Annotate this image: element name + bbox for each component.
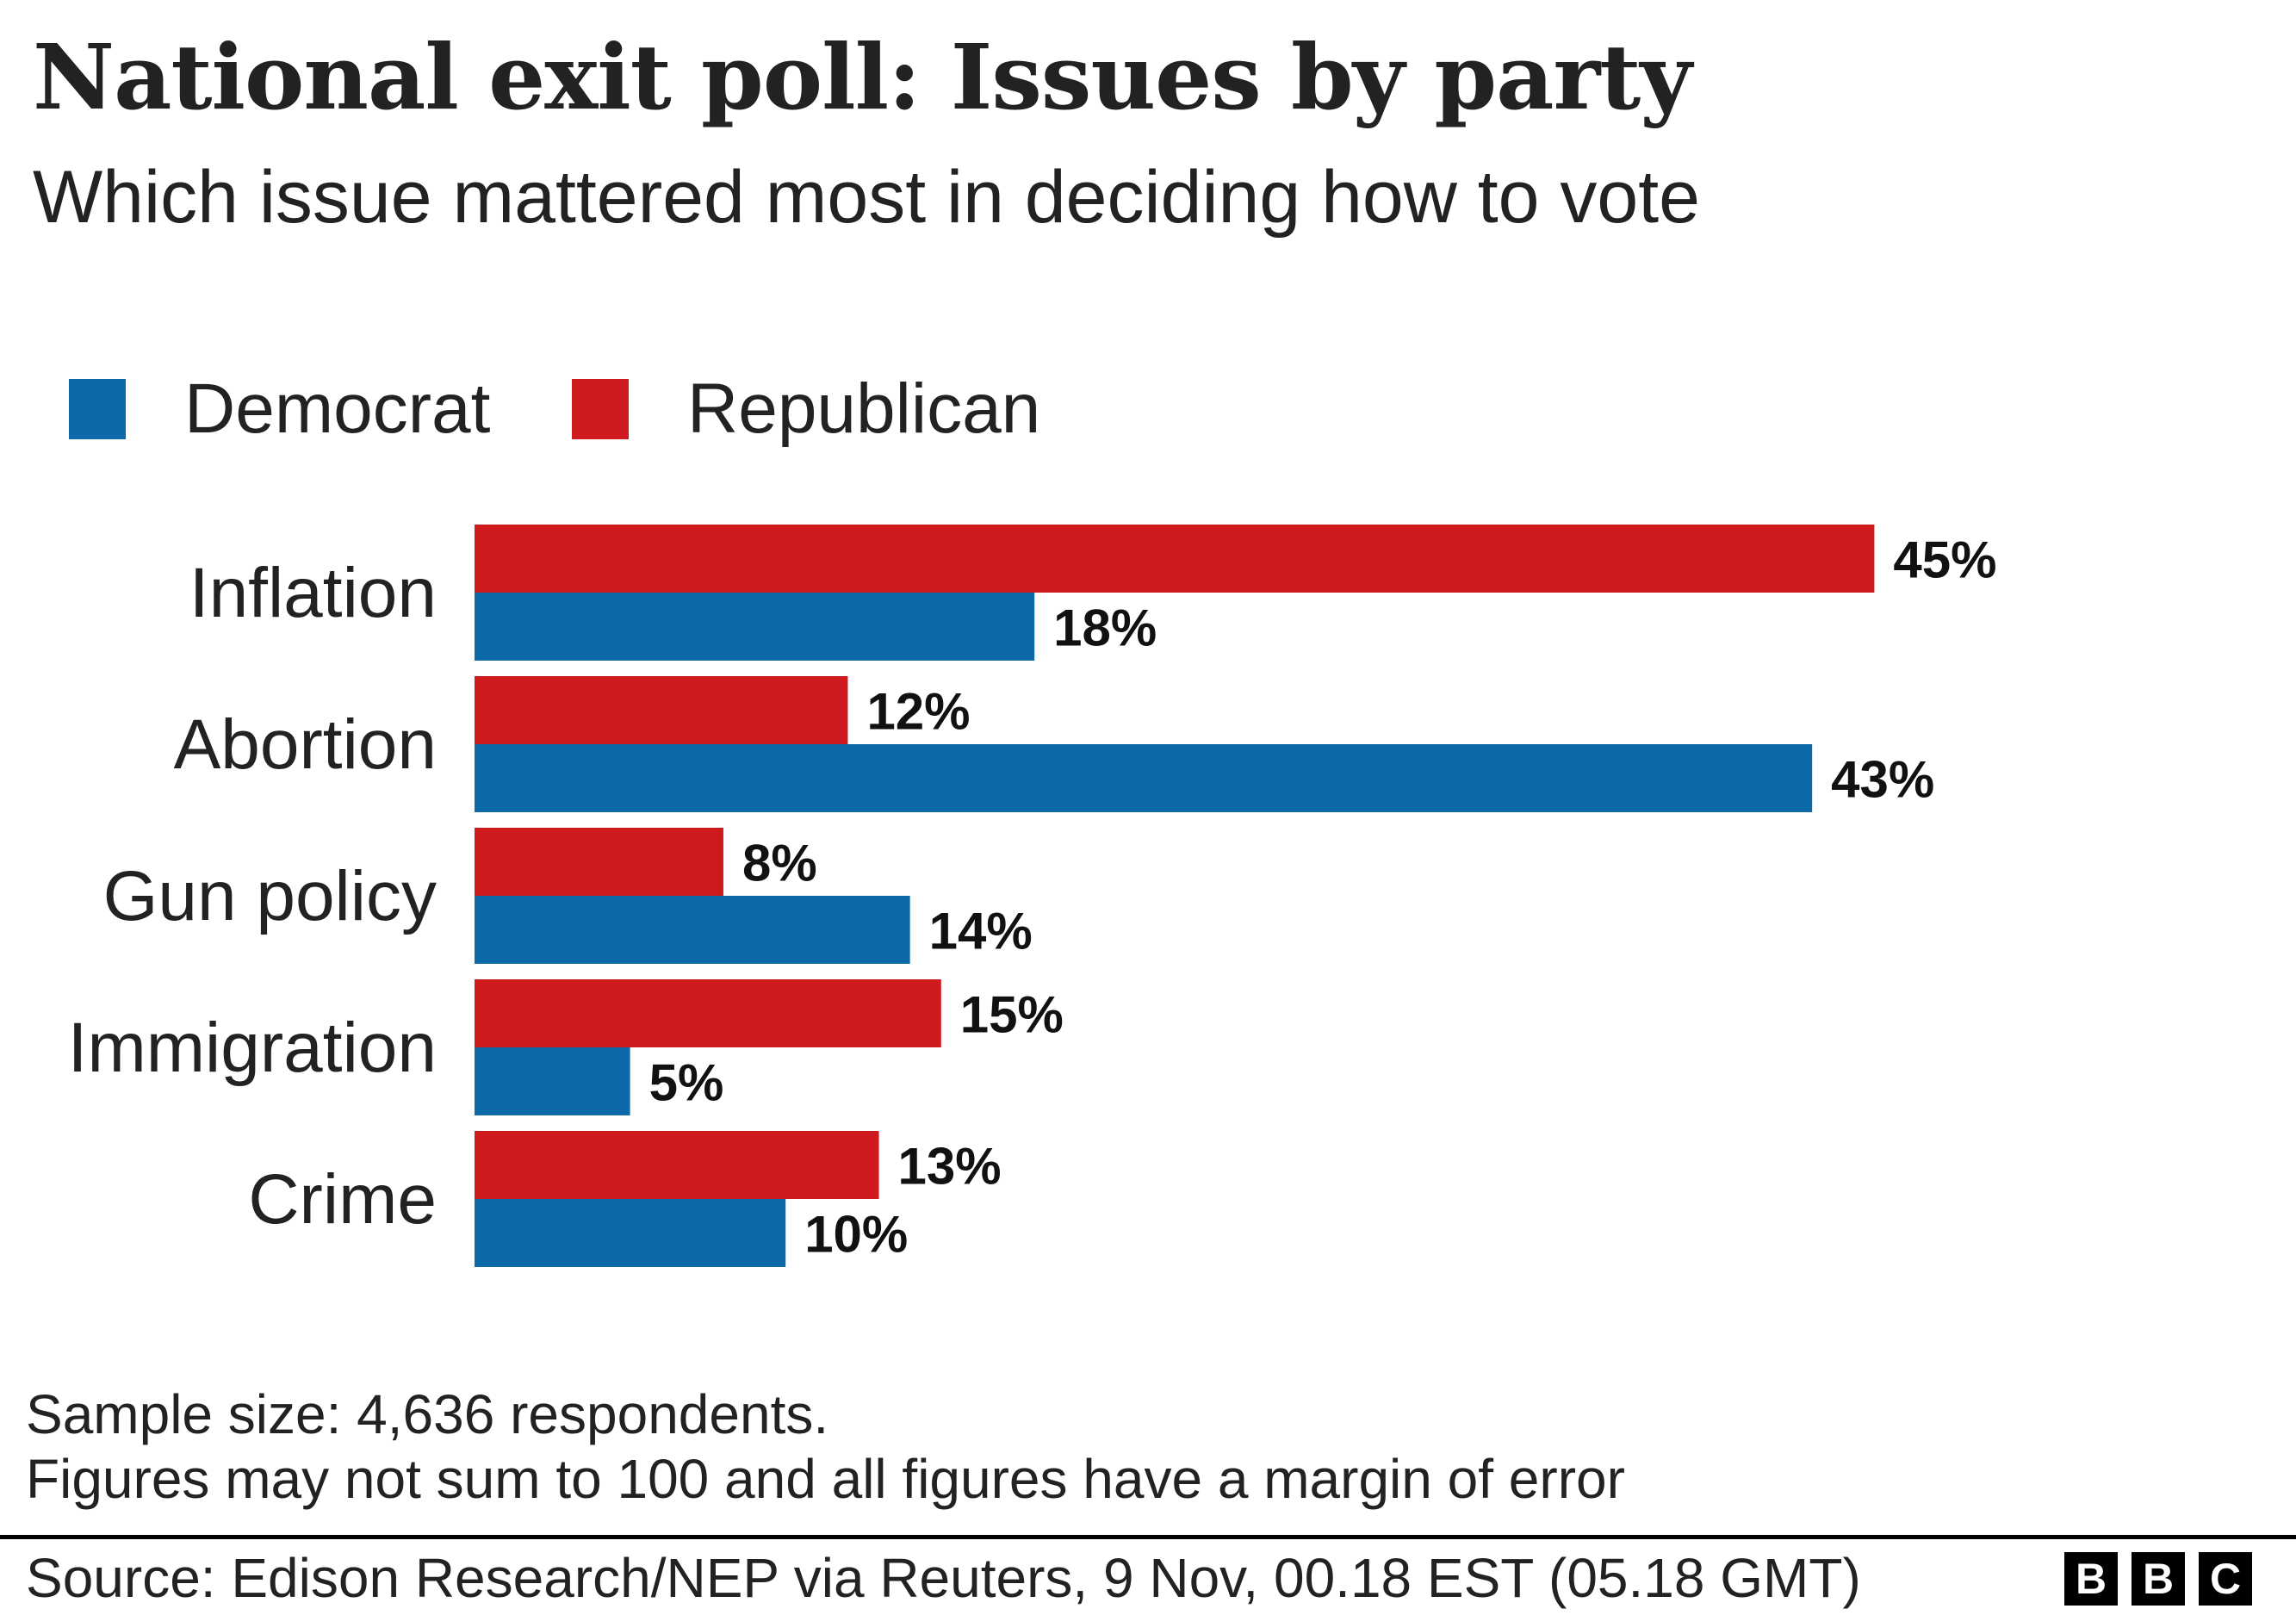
bbc-logo: B B C <box>2064 1552 2252 1606</box>
data-label: 14% <box>929 903 1033 960</box>
data-label: 5% <box>649 1054 724 1112</box>
data-label: 8% <box>742 835 817 892</box>
category-label: Gun policy <box>103 857 437 935</box>
data-label: 18% <box>1053 599 1157 657</box>
bar-chart: Inflation 45% 18% Abortion 12% 43% Gun policy 8… <box>68 525 1996 1267</box>
data-label: 45% <box>1893 531 1996 589</box>
note-sample-size: Sample size: 4,636 respondents. <box>26 1383 829 1445</box>
logo-letter: C <box>2199 1552 2252 1606</box>
data-label: 43% <box>1831 751 1934 809</box>
category-label: Abortion <box>174 705 437 784</box>
bar-republican <box>475 1131 879 1199</box>
bar-democrat <box>475 593 1035 661</box>
note-margin-of-error: Figures may not sum to 100 and all figur… <box>26 1448 1625 1510</box>
divider <box>0 1535 2296 1539</box>
legend-swatch-republican <box>572 379 629 439</box>
legend-swatch-democrat <box>69 379 126 439</box>
bar-republican <box>475 979 941 1047</box>
category-label: Crime <box>248 1160 437 1239</box>
category-label: Immigration <box>68 1009 437 1087</box>
logo-letter: B <box>2064 1552 2118 1606</box>
category-label: Inflation <box>189 554 437 632</box>
bar-democrat <box>475 744 1813 812</box>
chart-subtitle: Which issue mattered most in deciding ho… <box>33 156 1700 239</box>
bar-democrat <box>475 1199 786 1267</box>
data-label: 10% <box>804 1206 908 1264</box>
legend-label-democrat: Democrat <box>184 370 491 448</box>
bar-democrat <box>475 896 910 964</box>
data-label: 12% <box>866 683 970 741</box>
data-label: 13% <box>898 1138 1002 1196</box>
bar-republican <box>475 525 1875 593</box>
data-label: 15% <box>960 986 1064 1044</box>
bar-republican <box>475 828 723 896</box>
source-text: Source: Edison Research/NEP via Reuters,… <box>26 1547 1861 1609</box>
logo-letter: B <box>2132 1552 2185 1606</box>
bar-republican <box>475 676 848 744</box>
bar-democrat <box>475 1047 630 1115</box>
chart-title: National exit poll: Issues by party <box>33 24 1692 130</box>
legend-label-republican: Republican <box>687 370 1041 448</box>
